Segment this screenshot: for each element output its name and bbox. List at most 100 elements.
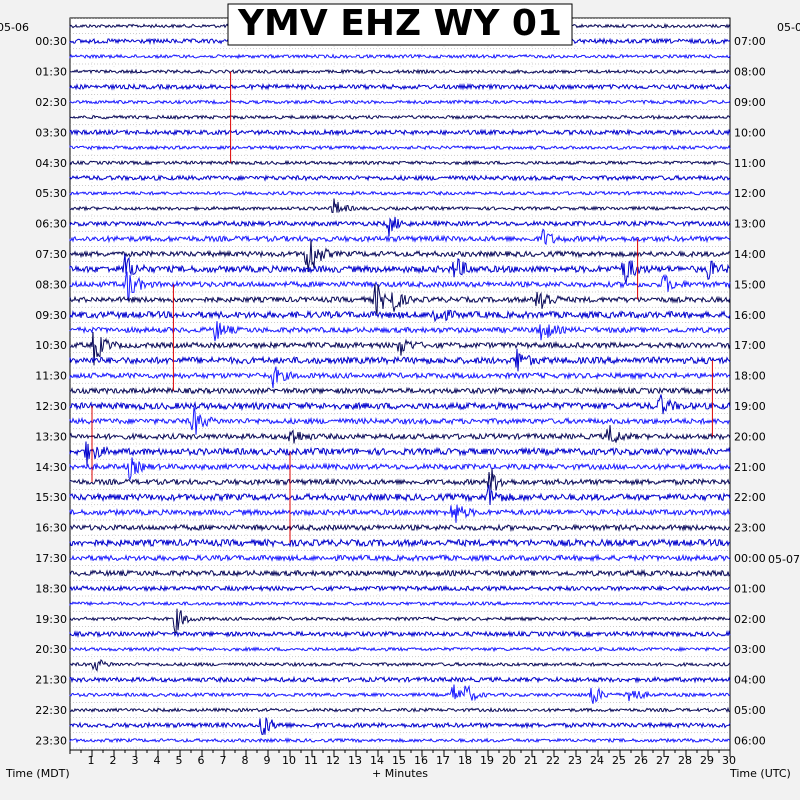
x-tick-label: 3 [132, 754, 139, 767]
left-time-label: 19:30 [35, 613, 67, 626]
x-axis-label: + Minutes [372, 767, 428, 780]
right-time-label: 23:00 [734, 522, 766, 535]
trace-line [69, 425, 731, 444]
right-time-label: 13:00 [734, 218, 766, 231]
left-time-label: 14:30 [35, 461, 67, 474]
trace-line [69, 239, 731, 272]
right-axis-label: Time (UTC) [729, 767, 791, 780]
left-time-label: 17:30 [35, 552, 67, 565]
trace-line [69, 386, 731, 396]
left-time-label: 00:30 [35, 35, 67, 48]
x-tick-label: 2 [110, 754, 117, 767]
x-tick-label: 4 [154, 754, 161, 767]
trace-line [69, 99, 731, 106]
trace-line [69, 659, 731, 672]
plot-area [69, 17, 731, 751]
x-tick-label: 19 [480, 754, 494, 767]
right-time-label: 21:00 [734, 461, 766, 474]
trace-line [69, 441, 731, 467]
right-time-label: 01:00 [734, 582, 766, 595]
right-time-label: 16:00 [734, 309, 766, 322]
x-axis-ticks: 1 2 3 4 5 6 7 8 9 10 11 12 13 14 15 16 17 18 19 20 21 22 23 24 2… [69, 750, 736, 767]
trace-line [69, 646, 731, 653]
trace-line [69, 600, 731, 607]
right-time-label: 22:00 [734, 491, 766, 504]
trace-line [69, 717, 731, 735]
trace-line [69, 629, 731, 638]
left-time-label: 12:30 [35, 400, 67, 413]
x-tick-label: 12 [326, 754, 340, 767]
trace-line [69, 128, 731, 137]
right-time-label: 17:00 [734, 339, 766, 352]
trace-line [69, 523, 731, 533]
trace-line [69, 348, 731, 372]
trace-line [69, 568, 731, 578]
x-tick-label: 18 [458, 754, 472, 767]
x-tick-label: 6 [198, 754, 205, 767]
x-tick-label: 22 [546, 754, 560, 767]
x-tick-label: 30 [722, 754, 736, 767]
right-time-label: 05:00 [734, 704, 766, 717]
trace-line [69, 584, 731, 593]
right-time-label: 08:00 [734, 66, 766, 79]
trace-line [69, 457, 731, 481]
x-tick-label: 15 [392, 754, 406, 767]
trace-line [69, 198, 731, 214]
utc-day-change-label: 05-07 [768, 553, 800, 566]
x-tick-label: 20 [502, 754, 516, 767]
right-time-label: 15:00 [734, 278, 766, 291]
x-tick-label: 28 [678, 754, 692, 767]
trace-line [69, 331, 731, 366]
trace-line [69, 366, 731, 389]
chart-title: YMV EHZ WY 01 [237, 3, 562, 44]
left-time-label: 10:30 [35, 339, 67, 352]
right-time-label: 20:00 [734, 430, 766, 443]
left-time-label: 16:30 [35, 522, 67, 535]
trace-line [69, 468, 731, 491]
left-time-label: 21:30 [35, 674, 67, 687]
left-time-label: 06:30 [35, 218, 67, 231]
right-time-labels: 07:00 08:00 09:00 10:00 11:00 12:00 13:00 14:00… [734, 35, 766, 747]
trace-line [69, 174, 731, 182]
right-time-label: 09:00 [734, 96, 766, 109]
trace-line [69, 394, 731, 415]
left-time-labels: 00:30 01:30 02:30 03:30 04:30 05:30 06:30 07:30… [35, 35, 67, 747]
right-corner-date: 05-06 [777, 21, 800, 34]
trace-line [69, 53, 731, 60]
x-tick-label: 5 [176, 754, 183, 767]
right-time-label: 18:00 [734, 370, 766, 383]
left-time-label: 01:30 [35, 66, 67, 79]
trace-line [69, 271, 731, 301]
trace-line [69, 608, 731, 635]
left-time-label: 20:30 [35, 643, 67, 656]
left-time-label: 04:30 [35, 157, 67, 170]
trace-line [69, 283, 731, 315]
left-axis-label: Time (MDT) [5, 767, 70, 780]
left-time-label: 09:30 [35, 309, 67, 322]
red-markers [91, 71, 713, 543]
right-time-label: 12:00 [734, 187, 766, 200]
left-corner-date: 05-06 [0, 21, 29, 34]
x-tick-label: 8 [242, 754, 249, 767]
title-box [227, 3, 573, 46]
x-tick-label: 26 [634, 754, 648, 767]
x-tick-label: 27 [656, 754, 670, 767]
trace-line [69, 553, 731, 563]
trace-line [69, 68, 731, 75]
trace-line [69, 737, 731, 744]
trace-line [69, 321, 731, 342]
trace-line [69, 537, 731, 548]
left-time-label: 08:30 [35, 278, 67, 291]
x-tick-label: 29 [700, 754, 714, 767]
grid-lines [70, 18, 730, 750]
left-time-label: 18:30 [35, 582, 67, 595]
x-tick-label: 23 [568, 754, 582, 767]
left-time-label: 02:30 [35, 96, 67, 109]
right-time-label: 06:00 [734, 734, 766, 747]
left-time-label: 15:30 [35, 491, 67, 504]
left-time-label: 22:30 [35, 704, 67, 717]
right-time-label: 07:00 [734, 35, 766, 48]
trace-line [69, 484, 731, 506]
